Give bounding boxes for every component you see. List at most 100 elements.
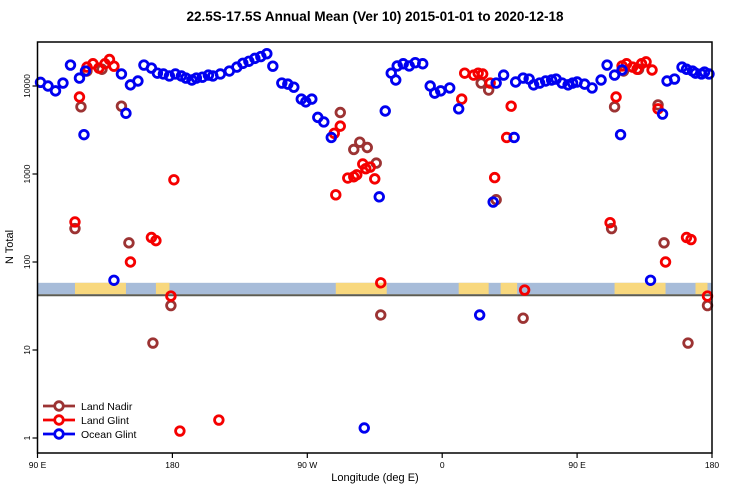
data-point-ocean-glint	[49, 85, 62, 97]
data-point-ocean-glint	[517, 72, 529, 84]
data-point-ocean-glint	[417, 58, 429, 70]
data-point-land-nadir	[354, 136, 366, 148]
data-point-land-glint	[73, 91, 86, 103]
y-axis-label: N Total	[4, 230, 16, 264]
data-point-land-glint	[69, 216, 81, 228]
data-point-ocean-glint	[306, 93, 318, 105]
data-point-land-glint	[375, 277, 387, 289]
legend: Land Nadir Land Glint Ocean Glint	[43, 400, 137, 441]
data-point-ocean-glint	[379, 105, 391, 117]
data-point-land-glint	[108, 60, 120, 72]
data-point-ocean-glint	[490, 77, 502, 89]
land-segment	[614, 282, 666, 295]
data-point-land-glint	[213, 414, 225, 426]
legend-marker	[53, 400, 65, 412]
x-tick-label: 90 E	[568, 460, 586, 470]
data-point-land-glint	[342, 172, 354, 184]
data-point-ocean-glint	[115, 68, 128, 80]
data-point-land-glint	[455, 93, 468, 105]
legend-label: Land Nadir	[81, 401, 133, 413]
data-point-land-glint	[330, 189, 342, 201]
data-point-ocean-glint	[64, 59, 77, 71]
y-tick-label: 100	[22, 255, 32, 269]
data-point-land-glint	[124, 256, 137, 268]
data-point-land-nadir	[608, 101, 621, 113]
data-point-ocean-glint	[397, 58, 409, 70]
data-point-land-nadir	[75, 101, 87, 113]
land-segment	[155, 282, 170, 295]
data-point-ocean-glint	[276, 77, 288, 89]
data-point-ocean-glint	[73, 72, 86, 84]
data-point-land-nadir	[361, 141, 373, 154]
axes: 90 E 180 90 W 0 90 E 180 1 10 100 1000 10000 Longit…	[4, 74, 719, 484]
data-point-ocean-glint	[452, 103, 465, 115]
data-point-land-nadir	[605, 222, 618, 235]
data-point-ocean-glint	[190, 72, 203, 84]
y-tick-label: 10	[22, 345, 32, 355]
data-point-land-glint	[518, 284, 531, 296]
data-point-land-glint	[610, 91, 622, 103]
data-point-ocean-glint	[703, 68, 715, 80]
data-point-land-glint	[640, 56, 652, 68]
data-point-land-nadir	[123, 237, 135, 249]
data-point-ocean-glint	[267, 60, 279, 72]
x-tick-label: 90 E	[29, 460, 47, 470]
data-point-ocean-glint	[169, 68, 182, 80]
data-point-ocean-glint	[318, 116, 330, 128]
data-point-ocean-glint	[680, 63, 693, 75]
y-tick-label: 10000	[22, 74, 32, 98]
y-tick-label: 1000	[22, 164, 32, 183]
data-point-land-nadir	[652, 99, 664, 111]
data-point-land-glint	[165, 290, 177, 302]
data-point-land-glint	[334, 120, 346, 132]
data-point-land-glint	[488, 171, 501, 184]
data-point-land-nadir	[334, 106, 346, 119]
data-point-ocean-glint	[601, 59, 613, 71]
data-point-ocean-glint	[595, 74, 607, 86]
data-point-ocean-glint	[373, 191, 385, 203]
data-point-ocean-glint	[358, 422, 370, 434]
data-point-land-nadir	[517, 312, 529, 324]
data-point-land-nadir	[682, 337, 694, 349]
legend-item: Ocean Glint	[43, 428, 137, 441]
data-point-ocean-glint	[473, 309, 486, 321]
data-point-land-glint	[364, 161, 376, 173]
data-point-ocean-glint	[390, 74, 402, 86]
data-point-ocean-glint	[508, 131, 520, 144]
plot-frame	[36, 41, 713, 454]
data-point-land-nadir	[147, 337, 159, 349]
data-point-land-glint	[351, 169, 363, 181]
data-point-land-glint	[646, 64, 658, 76]
data-point-ocean-glint	[180, 72, 192, 84]
data-point-ocean-glint	[616, 64, 628, 76]
land-segment	[695, 282, 708, 295]
legend-label: Land Glint	[81, 415, 129, 427]
data-point-ocean-glint	[261, 47, 273, 60]
data-point-ocean-glint	[656, 108, 669, 120]
data-point-land-glint	[369, 173, 381, 185]
x-tick-label: 180	[165, 460, 179, 470]
x-tick-label: 180	[705, 460, 719, 470]
data-point-ocean-glint	[120, 107, 132, 119]
data-point-ocean-glint	[668, 73, 681, 85]
legend-label: Ocean Glint	[81, 429, 137, 441]
land-segment	[500, 282, 518, 295]
map-strip	[37, 282, 712, 297]
legend-item: Land Nadir	[43, 400, 133, 413]
series-land-glint	[69, 53, 714, 437]
data-point-ocean-glint	[42, 80, 54, 92]
data-point-ocean-glint	[325, 131, 337, 144]
data-point-land-glint	[476, 68, 489, 80]
data-point-land-glint	[604, 216, 616, 229]
data-point-ocean-glint	[163, 70, 176, 82]
legend-marker	[53, 428, 65, 440]
data-point-ocean-glint	[151, 67, 164, 79]
data-point-land-nadir	[69, 222, 81, 235]
data-point-land-glint	[505, 100, 517, 112]
data-point-ocean-glint	[391, 60, 403, 72]
data-point-ocean-glint	[157, 68, 170, 80]
series-ocean-glint	[34, 47, 715, 434]
data-point-ocean-glint	[429, 87, 441, 99]
data-point-land-nadir	[375, 309, 387, 321]
